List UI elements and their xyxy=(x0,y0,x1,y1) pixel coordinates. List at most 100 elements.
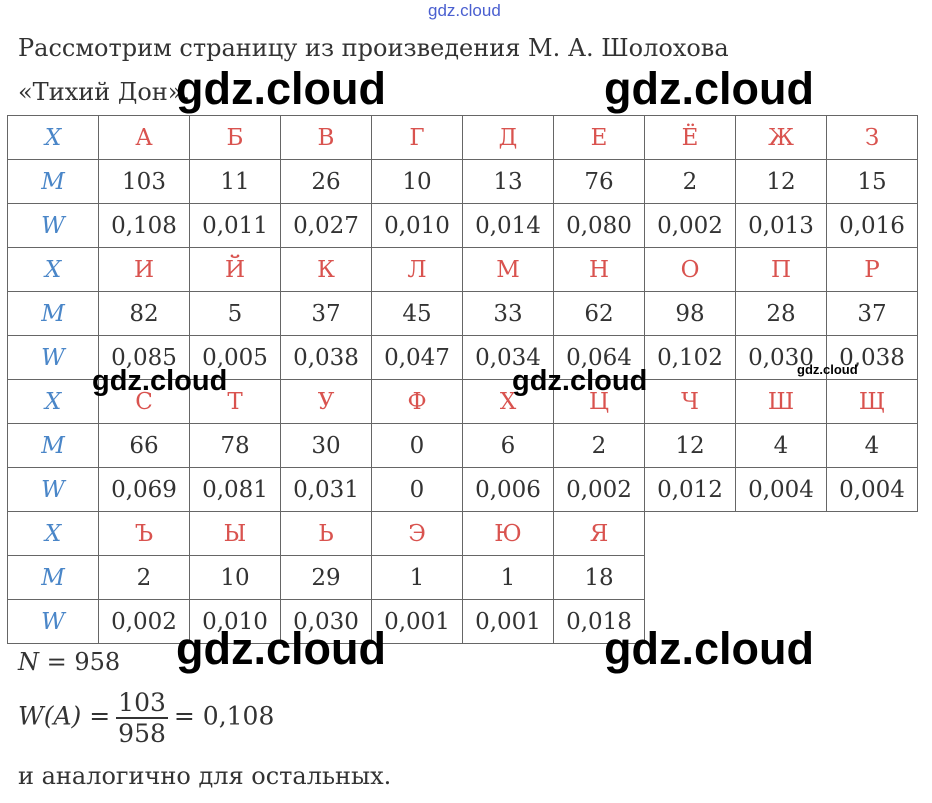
count-cell: 103 xyxy=(98,159,190,204)
frequency-cell: 0,102 xyxy=(644,335,736,380)
count-cell: 29 xyxy=(280,555,372,600)
letter-cell: Н xyxy=(553,247,645,292)
count-cell: 6 xyxy=(462,423,554,468)
letter-cell: Р xyxy=(826,247,918,292)
count-cell: 4 xyxy=(735,423,827,468)
row-label: M xyxy=(7,423,99,468)
count-cell: 1 xyxy=(462,555,554,600)
total: N = 958 xyxy=(18,648,120,676)
frequency-cell: 0,108 xyxy=(98,203,190,248)
denominator: 958 xyxy=(118,719,166,748)
frequency-cell: 0,014 xyxy=(462,203,554,248)
count-cell: 2 xyxy=(98,555,190,600)
letter-cell: Й xyxy=(189,247,281,292)
row-label: X xyxy=(7,511,99,556)
table-row: W 0,002 0,010 0,030 0,001 0,001 0,018 xyxy=(7,599,918,644)
frequency-cell: 0,002 xyxy=(644,203,736,248)
row-label: W xyxy=(7,203,99,248)
count-cell: 12 xyxy=(644,423,736,468)
watermark: gdz.cloud xyxy=(92,365,228,397)
equals: = xyxy=(173,701,195,731)
count-cell: 82 xyxy=(98,291,190,336)
count-cell: 2 xyxy=(644,159,736,204)
lhs: W(A) xyxy=(18,701,82,731)
table-row: M 66 78 30 0 6 2 12 4 4 xyxy=(7,423,918,468)
frequency-cell: 0,005 xyxy=(189,335,281,380)
letter-cell: Ё xyxy=(644,115,736,160)
letter-cell: Ы xyxy=(189,511,281,556)
letter-cell: Ь xyxy=(280,511,372,556)
table-row: M 103 11 26 10 13 76 2 12 15 xyxy=(7,159,918,204)
row-label: X xyxy=(7,115,99,160)
frequency-cell: 0,064 xyxy=(553,335,645,380)
count-cell: 11 xyxy=(189,159,281,204)
letter-cell: Э xyxy=(371,511,463,556)
letter-cell: Д xyxy=(462,115,554,160)
watermark: gdz.cloud xyxy=(428,1,501,20)
watermark: gdz.cloud xyxy=(604,63,814,114)
watermark: gdz.cloud xyxy=(604,623,814,674)
count-cell: 10 xyxy=(189,555,281,600)
frequency-cell: 0 xyxy=(371,467,463,512)
letter-cell: И xyxy=(98,247,190,292)
frequency-cell: 0,016 xyxy=(826,203,918,248)
letter-cell: Ц xyxy=(553,379,645,424)
equals: = xyxy=(46,648,67,676)
count-cell: 33 xyxy=(462,291,554,336)
letter-cell: Т xyxy=(189,379,281,424)
frequency-cell: 0,080 xyxy=(553,203,645,248)
letter-cell: Ч xyxy=(644,379,736,424)
letter-cell: А xyxy=(98,115,190,160)
frequency-cell: 0,027 xyxy=(280,203,372,248)
letter-cell: Е xyxy=(553,115,645,160)
row-label: M xyxy=(7,291,99,336)
watermark: gdz.cloud xyxy=(176,63,386,114)
equals: = xyxy=(89,701,111,731)
frequency-cell: 0,012 xyxy=(644,467,736,512)
count-cell: 30 xyxy=(280,423,372,468)
count-cell: 10 xyxy=(371,159,463,204)
count-cell: 78 xyxy=(189,423,281,468)
fraction: 103 958 xyxy=(116,688,168,748)
letter-cell: П xyxy=(735,247,827,292)
letter-cell: Ж xyxy=(735,115,827,160)
frequency-cell: 0,031 xyxy=(280,467,372,512)
letter-cell: К xyxy=(280,247,372,292)
letter-cell: М xyxy=(462,247,554,292)
count-cell: 98 xyxy=(644,291,736,336)
count-cell: 37 xyxy=(826,291,918,336)
intro-line: «Тихий Дон». xyxy=(18,78,191,106)
letter-cell: Щ xyxy=(826,379,918,424)
count-cell: 15 xyxy=(826,159,918,204)
letter-cell: Г xyxy=(371,115,463,160)
frequency-cell: 0,085 xyxy=(98,335,190,380)
frequency-cell: 0,006 xyxy=(462,467,554,512)
intro-line: Рассмотрим страницу из произведения М. А… xyxy=(18,34,729,62)
count-cell: 18 xyxy=(553,555,645,600)
count-cell: 26 xyxy=(280,159,372,204)
row-label: W xyxy=(7,335,99,380)
frequency-cell: 0,047 xyxy=(371,335,463,380)
count-cell: 1 xyxy=(371,555,463,600)
count-cell: 37 xyxy=(280,291,372,336)
count-cell: 28 xyxy=(735,291,827,336)
count-cell: 45 xyxy=(371,291,463,336)
frequency-cell: 0,004 xyxy=(735,467,827,512)
letter-cell: С xyxy=(98,379,190,424)
row-label: W xyxy=(7,467,99,512)
table-row: W 0,069 0,081 0,031 0 0,006 0,002 0,012 0,004 0,0… xyxy=(7,467,918,512)
frequency-cell: 0,001 xyxy=(371,599,463,644)
result: 0,108 xyxy=(202,701,275,731)
letter-cell: Ш xyxy=(735,379,827,424)
letter-cell: О xyxy=(644,247,736,292)
count-cell: 4 xyxy=(826,423,918,468)
numerator: 103 xyxy=(116,688,168,719)
table-row: W 0,108 0,011 0,027 0,010 0,014 0,080 0,002 0,01… xyxy=(7,203,918,248)
table-row: M 82 5 37 45 33 62 98 28 37 xyxy=(7,291,918,336)
letter-cell: З xyxy=(826,115,918,160)
frequency-cell: 0,013 xyxy=(735,203,827,248)
